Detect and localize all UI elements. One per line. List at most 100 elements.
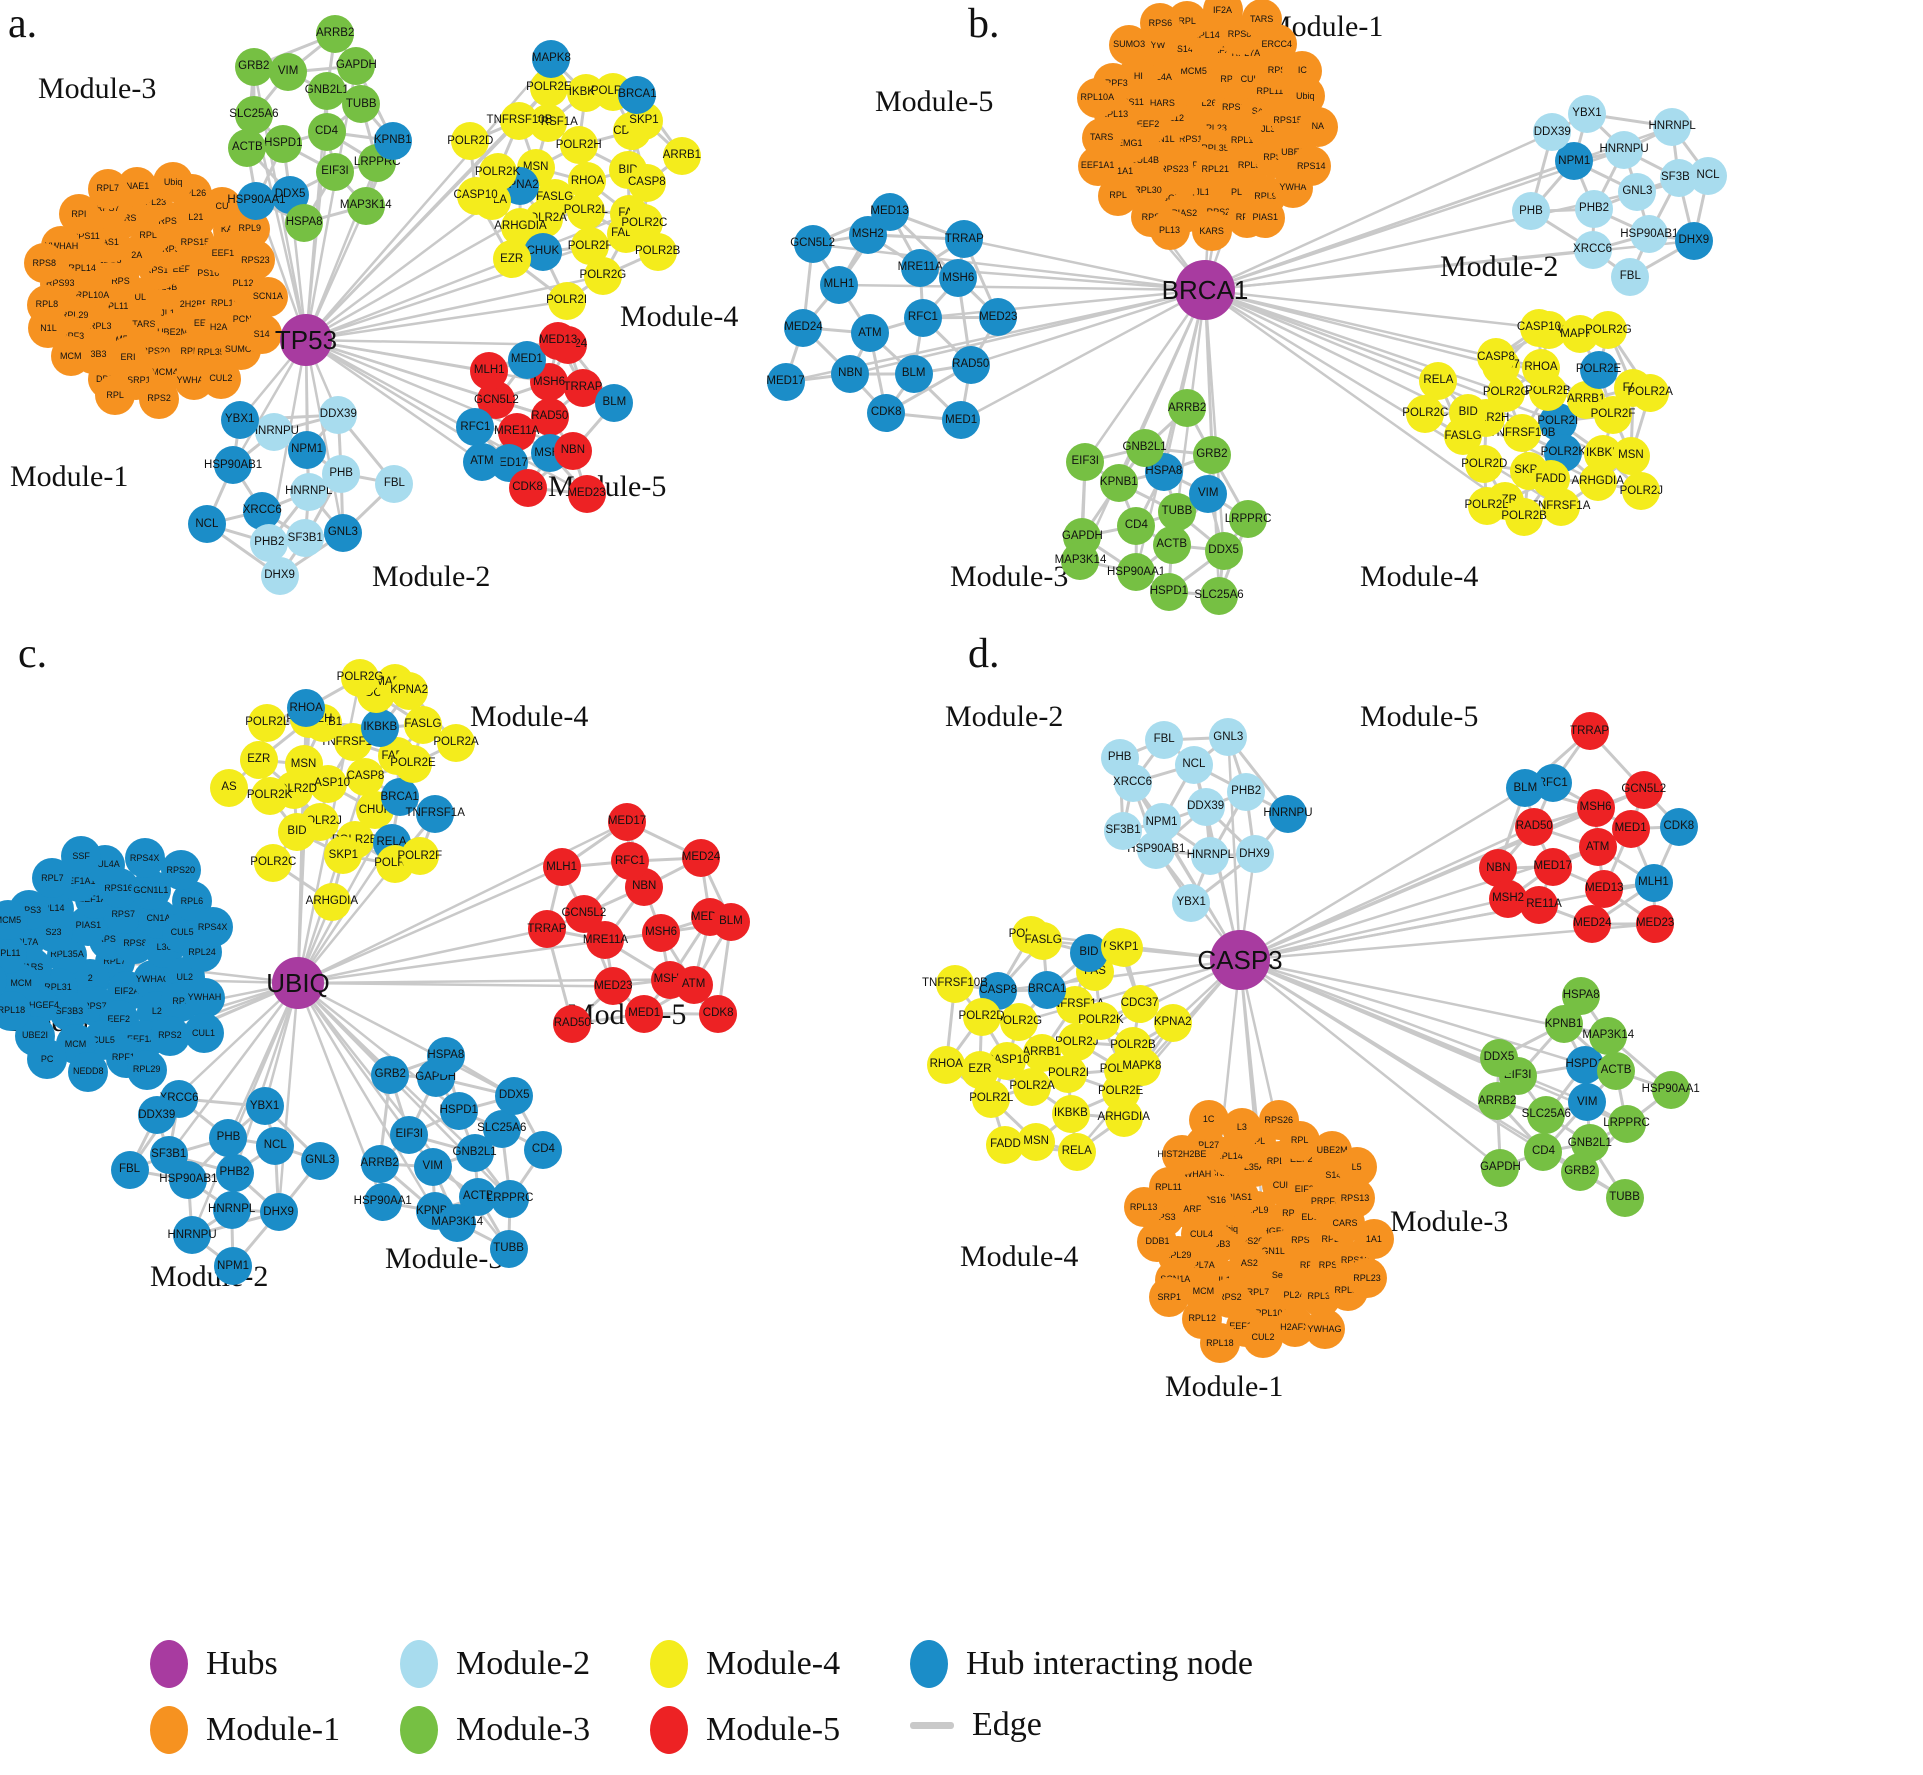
node-med1[interactable]: MED1 — [625, 994, 664, 1033]
node-polr2g[interactable]: POLR2G — [337, 658, 383, 697]
node-polr2c[interactable]: POLR2C — [1402, 394, 1448, 433]
node-hspa8[interactable]: HSPA8 — [285, 203, 324, 242]
node-polr2f[interactable]: POLR2F — [397, 837, 442, 876]
node-dhx9[interactable]: DHX9 — [1674, 221, 1713, 260]
node-sf3b1[interactable]: SF3B1 — [149, 1136, 188, 1175]
node-trrap[interactable]: TRRAP — [1570, 712, 1609, 751]
node-hsp90aa1[interactable]: HSP90AA1 — [227, 181, 286, 220]
node-cul1[interactable]: CUL1 — [183, 1013, 224, 1054]
node-hspd1[interactable]: HSPD1 — [1150, 572, 1188, 611]
node-pl13[interactable]: PL13 — [1149, 210, 1190, 251]
node-eef1a1[interactable]: EEF1A1 — [1077, 145, 1118, 186]
node-tnfrsf10b[interactable]: TNFRSF10B — [922, 964, 988, 1003]
node-sf3b1[interactable]: SF3B1 — [1104, 811, 1143, 850]
node-kpna2[interactable]: KPNA2 — [1153, 1003, 1192, 1042]
node-ywhag[interactable]: YWHAG — [1304, 1309, 1345, 1350]
node-rela[interactable]: RELA — [1057, 1132, 1096, 1171]
node-kpnb1[interactable]: KPNB1 — [1099, 463, 1138, 502]
node-ybx1[interactable]: YBX1 — [220, 401, 259, 440]
node-polr2l[interactable]: POLR2L — [245, 703, 289, 742]
node-tnfrsf1a[interactable]: TNFRSF1A — [1531, 488, 1590, 527]
node-rps4x[interactable]: RPS4X — [124, 838, 165, 879]
node-atm[interactable]: ATM — [1578, 828, 1617, 867]
node-ybx1[interactable]: YBX1 — [245, 1087, 284, 1126]
node-rpl[interactable]: RPL — [95, 375, 136, 416]
node-grb2[interactable]: GRB2 — [1560, 1153, 1599, 1192]
node-polr2h[interactable]: POLR2H — [556, 126, 602, 165]
node-tubb[interactable]: TUBB — [489, 1229, 528, 1268]
node-nbn[interactable]: NBN — [553, 431, 592, 470]
node-hsp90aa1[interactable]: HSP90AA1 — [1642, 1071, 1700, 1110]
node-rps6[interactable]: RPS6 — [1140, 3, 1181, 44]
node-ncl[interactable]: NCL — [1689, 156, 1728, 195]
node-casp8[interactable]: CASP8 — [627, 163, 666, 202]
node-mlh1[interactable]: MLH1 — [819, 265, 858, 304]
node-vim[interactable]: VIM — [1189, 474, 1228, 513]
node-phb2[interactable]: PHB2 — [215, 1153, 254, 1192]
node-eif3i[interactable]: EIF3I — [315, 152, 354, 191]
node-rhoa[interactable]: RHOA — [1521, 348, 1560, 387]
node-polr2a[interactable]: POLR2A — [433, 723, 479, 762]
node-cd4[interactable]: CD4 — [1117, 506, 1156, 545]
node-eif3i[interactable]: EIF3I — [390, 1115, 429, 1154]
node-phb2[interactable]: PHB2 — [1575, 190, 1614, 229]
node-rela[interactable]: RELA — [1419, 361, 1458, 400]
node-gnl3[interactable]: GNL3 — [323, 514, 362, 553]
node-rpl10a[interactable]: RPL10A — [1077, 77, 1118, 118]
node-gcn5l2[interactable]: GCN5L2 — [790, 225, 835, 264]
node-rpl18[interactable]: RPL18 — [1199, 1323, 1240, 1364]
node-mlh1[interactable]: MLH1 — [1634, 864, 1673, 903]
node-ddx39[interactable]: DDX39 — [1186, 788, 1225, 827]
node-arhgdia[interactable]: ARHGDIA — [1571, 463, 1624, 502]
node-ncl[interactable]: NCL — [1174, 745, 1213, 784]
hub-node-brca1[interactable]: BRCA1 — [1162, 260, 1248, 320]
node-msh6[interactable]: MSH6 — [1576, 788, 1615, 827]
node-rps4x[interactable]: RPS4X — [192, 907, 233, 948]
node-ybx1[interactable]: YBX1 — [1568, 95, 1607, 134]
node-rhoa[interactable]: RHOA — [927, 1045, 966, 1084]
node-casp10[interactable]: CASP10 — [1517, 308, 1561, 347]
node-cdc37[interactable]: CDC37 — [1120, 985, 1159, 1024]
node-map3k14[interactable]: MAP3K14 — [340, 187, 392, 225]
node-kpna2[interactable]: KPNA2 — [390, 671, 429, 710]
hub-node-ubiq[interactable]: UBIQ — [266, 957, 330, 1009]
node-bid[interactable]: BID — [278, 812, 317, 851]
node-cd4[interactable]: CD4 — [1524, 1132, 1563, 1171]
node-cdk8[interactable]: CDK8 — [1659, 807, 1698, 846]
node-polr2l[interactable]: POLR2L — [1465, 486, 1509, 525]
node-arhgdia[interactable]: ARHGDIA — [1098, 1098, 1150, 1137]
node-med23[interactable]: MED23 — [1636, 904, 1674, 943]
node-hist2h2be[interactable]: HIST2H2BE — [1157, 1134, 1206, 1175]
node-polr2l[interactable]: POLR2L — [564, 191, 608, 230]
node-ddx5[interactable]: DDX5 — [1204, 531, 1243, 570]
node-med24[interactable]: MED24 — [784, 308, 823, 347]
node-lrpprc[interactable]: LRPPRC — [487, 1179, 533, 1218]
node-l5[interactable]: L5 — [1336, 1147, 1377, 1188]
node-fbl[interactable]: FBL — [1145, 720, 1184, 759]
node-atm[interactable]: ATM — [850, 314, 889, 353]
node-med23[interactable]: MED23 — [567, 474, 606, 513]
node-rad50[interactable]: RAD50 — [530, 397, 569, 436]
node-eif3i[interactable]: EIF3I — [1066, 442, 1105, 481]
node-ywhah[interactable]: YWHAH — [184, 977, 225, 1018]
node-hnrnpl[interactable]: HNRNPL — [1187, 836, 1234, 875]
node-polr2d[interactable]: POLR2D — [959, 997, 1005, 1036]
node-gcn5l2[interactable]: GCN5L2 — [1621, 771, 1666, 809]
node-slc25a6[interactable]: SLC25A6 — [229, 95, 279, 134]
node-scn1a[interactable]: SCN1A — [247, 276, 288, 317]
node-cul2[interactable]: CUL2 — [200, 358, 241, 399]
node-lrpprc[interactable]: LRPPRC — [1603, 1105, 1650, 1144]
node-polr2b[interactable]: POLR2B — [1501, 497, 1547, 536]
node-map3k14[interactable]: MAP3K14 — [431, 1203, 483, 1242]
node-brca1[interactable]: BRCA1 — [618, 75, 657, 114]
node-phb2[interactable]: PHB2 — [1227, 773, 1266, 811]
node-gapdh[interactable]: GAPDH — [1480, 1148, 1521, 1187]
node-polr2e[interactable]: POLR2E — [1576, 351, 1621, 390]
node-msh2[interactable]: MSH2 — [1489, 879, 1528, 918]
hub-node-tp53[interactable]: TP53 — [275, 314, 337, 366]
node-cdk8[interactable]: CDK8 — [867, 393, 906, 432]
node-ddx5[interactable]: DDX5 — [1479, 1038, 1518, 1077]
node-ddb1[interactable]: DDB1 — [1137, 1221, 1178, 1262]
node-med13[interactable]: MED13 — [1585, 869, 1624, 908]
node-skp1[interactable]: SKP1 — [1104, 928, 1143, 967]
